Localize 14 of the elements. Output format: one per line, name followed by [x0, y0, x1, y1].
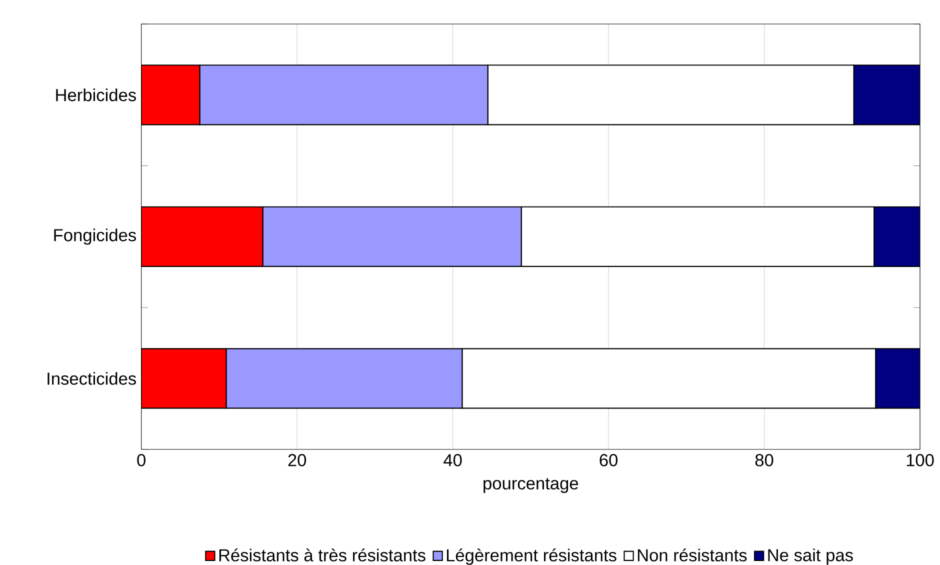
x-tick-label: 20	[288, 454, 306, 466]
x-tick-label: 0	[137, 454, 146, 466]
x-tick-label: 40	[444, 454, 462, 466]
legend-label: Ne sait pas	[768, 548, 853, 565]
y-tick-label: Fongicides	[54, 228, 136, 245]
y-tick-label: Herbicides	[56, 88, 136, 102]
legend-label: Non résistants	[638, 548, 747, 562]
legend-label: Légèrement résistants	[446, 548, 616, 565]
legend-label: Résistants à très résistants	[219, 548, 426, 562]
y-tick-label: Insecticides	[48, 372, 136, 385]
x-tick-label: 60	[600, 454, 618, 466]
x-axis-title: pourcentage	[484, 478, 578, 493]
x-tick-label: 80	[755, 454, 774, 466]
x-tick-label: 100	[906, 454, 934, 466]
